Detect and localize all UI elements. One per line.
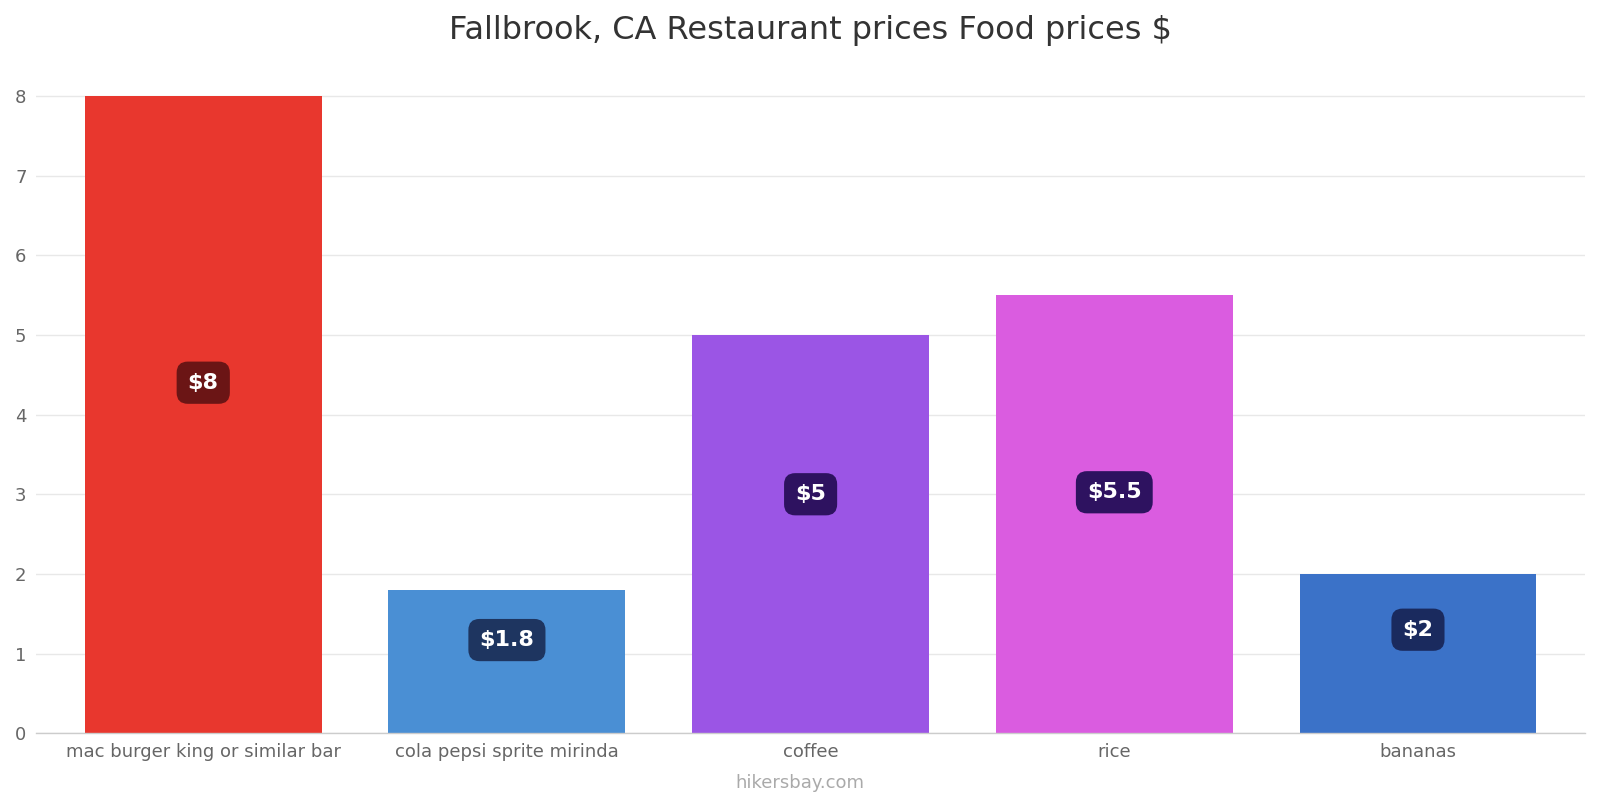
Title: Fallbrook, CA Restaurant prices Food prices $: Fallbrook, CA Restaurant prices Food pri…: [450, 15, 1173, 46]
Bar: [1299, 574, 1536, 734]
Text: hikersbay.com: hikersbay.com: [736, 774, 864, 792]
Text: $8: $8: [187, 373, 219, 393]
Bar: [995, 295, 1232, 734]
Bar: [693, 335, 930, 734]
Bar: [389, 590, 626, 734]
Text: $5: $5: [795, 484, 826, 504]
Text: $1.8: $1.8: [480, 630, 534, 650]
Text: $5.5: $5.5: [1086, 482, 1142, 502]
Text: $2: $2: [1403, 620, 1434, 640]
Bar: [85, 96, 322, 734]
